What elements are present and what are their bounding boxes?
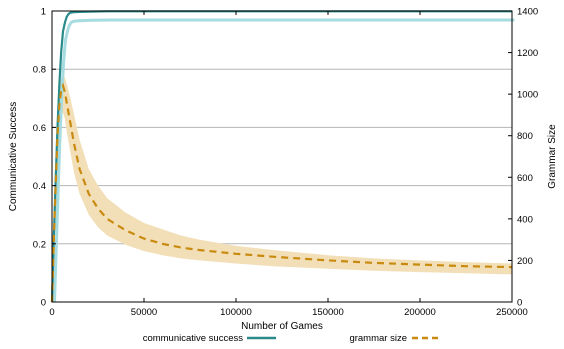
y-right-tick-label: 200	[517, 256, 533, 267]
y-right-tick-label: 800	[517, 131, 533, 142]
grammar-size-band-group	[52, 75, 512, 303]
x-tick-label: 150000	[312, 307, 344, 318]
y-left-tick-label: 1	[41, 7, 46, 18]
legend: communicative success grammar size	[143, 333, 441, 344]
x-tick-label: 0	[49, 307, 54, 318]
x-tick-label: 200000	[404, 307, 436, 318]
x-tick-label: 100000	[220, 307, 252, 318]
y-right-axis-label: Grammar Size	[547, 124, 558, 189]
communicative-success-variance	[53, 18, 515, 303]
y-right-tick-label: 400	[517, 214, 533, 225]
x-axis-label: Number of Games	[241, 321, 323, 332]
y-left-axis-ticks: 0 0.2 0.4 0.6 0.8 1	[33, 7, 56, 309]
grid-lines	[52, 68, 512, 245]
y-left-tick-label: 0.2	[33, 239, 46, 250]
legend-label-communicative-success: communicative success	[143, 333, 244, 344]
y-right-tick-label: 600	[517, 173, 533, 184]
y-left-axis-label: Communicative Success	[8, 102, 19, 211]
y-left-tick-label: 0.6	[33, 123, 46, 134]
y-right-tick-label: 1000	[517, 90, 538, 101]
y-right-axis-ticks: 0 200 400 600 800 1000 1200 1400	[508, 7, 538, 309]
series-lines	[50, 10, 515, 303]
legend-label-grammar-size: grammar size	[349, 333, 407, 344]
y-left-tick-label: 0.8	[33, 65, 46, 76]
y-right-tick-label: 1200	[517, 48, 538, 59]
y-left-tick-label: 0.4	[33, 181, 46, 192]
x-tick-label: 250000	[496, 307, 528, 318]
grammar-size-band	[52, 75, 512, 303]
grammar-size-line	[50, 82, 513, 303]
y-left-tick-label: 0	[41, 298, 46, 309]
x-tick-label: 50000	[131, 307, 157, 318]
y-right-tick-label: 1400	[517, 7, 538, 18]
x-axis-ticks: 0 50000 100000 150000 200000 250000	[49, 11, 528, 318]
plot-frame	[51, 10, 513, 303]
y-right-tick-label: 0	[517, 298, 522, 309]
